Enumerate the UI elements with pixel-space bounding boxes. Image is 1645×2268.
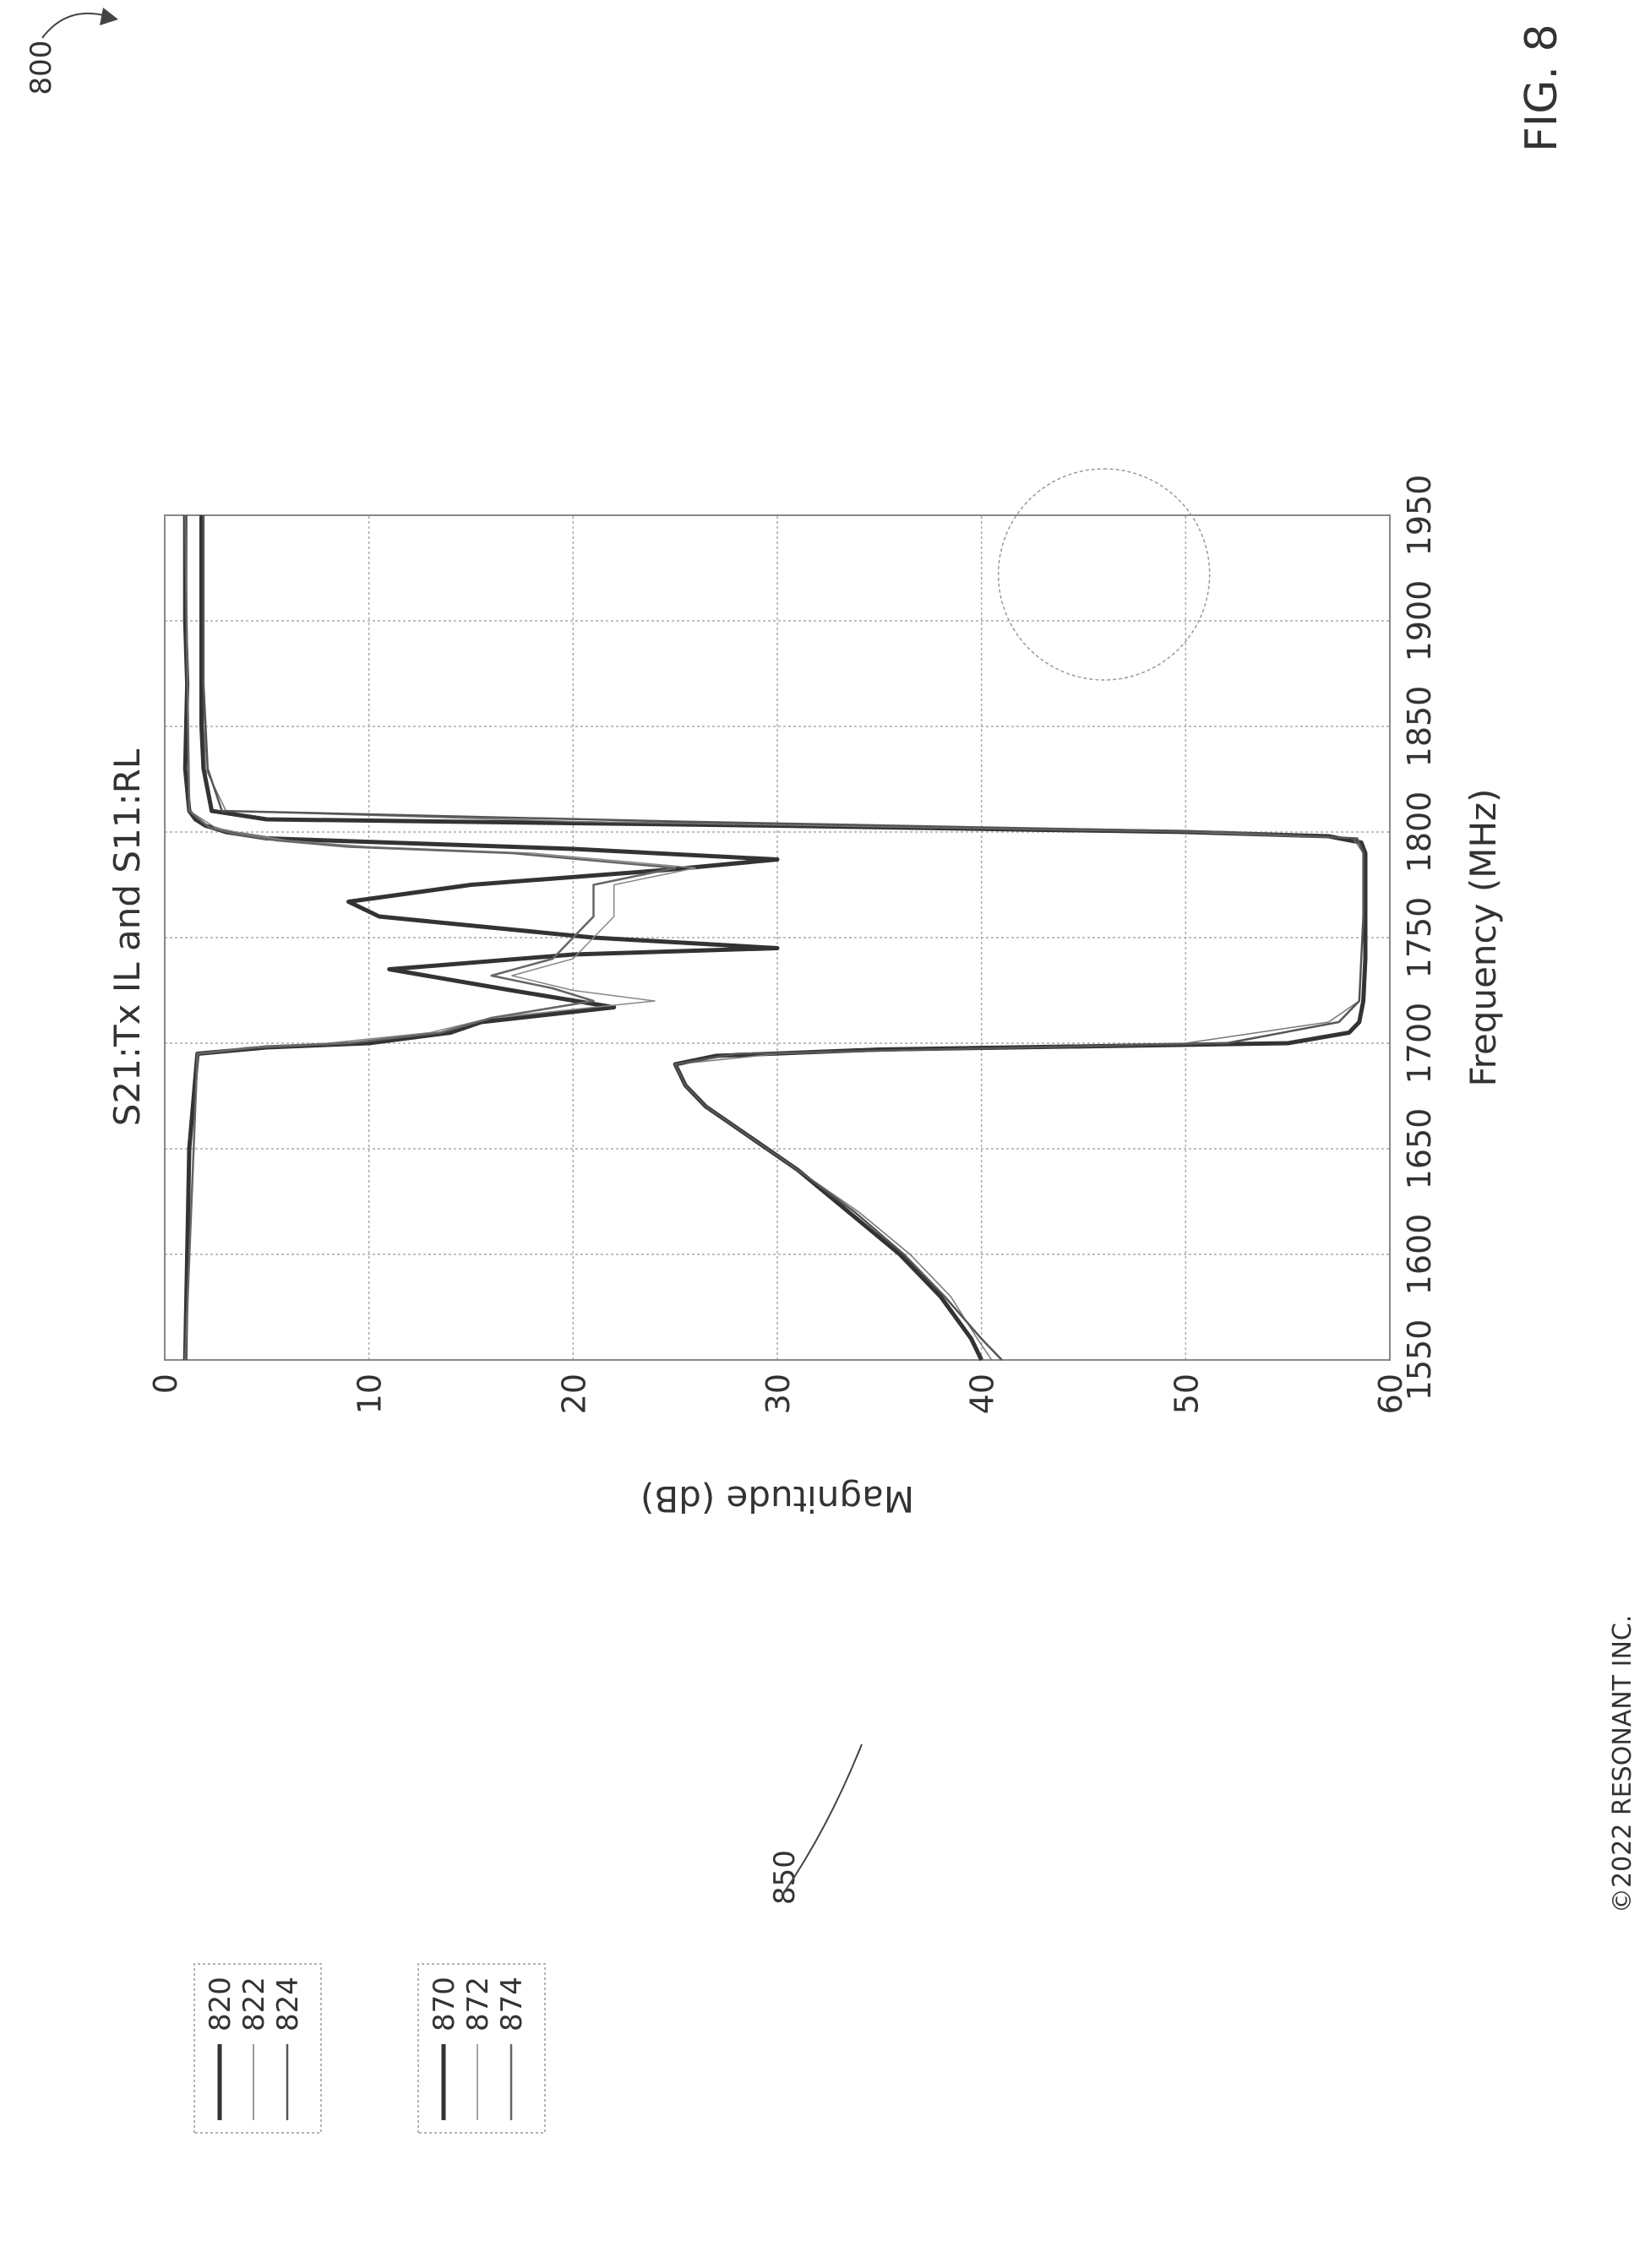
y-tick-label: 60 <box>1372 1373 1409 1414</box>
legend-label-872: 872 <box>461 1977 495 2031</box>
legend-label-874: 874 <box>495 1977 529 2031</box>
callout-circle <box>997 468 1211 681</box>
x-tick-label: 1750 <box>1401 897 1438 979</box>
y-tick-label: 40 <box>964 1373 1001 1414</box>
legend-label-820: 820 <box>204 1977 237 2031</box>
legend-label-870: 870 <box>428 1977 461 2031</box>
y-axis-label: Magnitude (dB) <box>640 1478 914 1520</box>
series-line-874 <box>183 514 677 1361</box>
series-line-822 <box>203 515 1364 1361</box>
figure-ref-arrow <box>41 12 111 39</box>
figure-ref-arrowhead-icon <box>100 8 118 25</box>
legend-label-824: 824 <box>271 1977 305 2031</box>
x-axis-label: Frequency (MHz) <box>1463 789 1504 1087</box>
y-tick-label: 30 <box>760 1373 797 1414</box>
figure-ref: 800 <box>25 8 118 95</box>
x-tick-label: 1700 <box>1401 1003 1438 1085</box>
y-tick-label: 0 <box>147 1373 184 1394</box>
series-line-870 <box>182 515 780 1361</box>
legend-label-822: 822 <box>237 1977 271 2031</box>
x-tick-label: 1550 <box>1401 1319 1438 1401</box>
y-tick-label: 50 <box>1168 1373 1205 1414</box>
y-tick-label: 10 <box>351 1373 389 1414</box>
callout-850: 850 <box>768 1743 863 1905</box>
copyright-notice: ©2022 RESONANT INC. <box>1608 1615 1637 1913</box>
legend-box <box>417 1963 546 2134</box>
callout-label: 850 <box>768 1850 802 1905</box>
x-tick-label: 1950 <box>1401 475 1438 557</box>
chart: 1550 1600 1650 1700 1750 1800 1850 1900 1950 0 10 2… <box>106 468 1504 2134</box>
plot-frame <box>164 514 1391 1361</box>
y-tick-label: 20 <box>555 1373 592 1414</box>
x-tick-label: 1650 <box>1401 1108 1438 1190</box>
chart-title: S21:Tx IL and S11:RL <box>106 748 148 1126</box>
callout-leader-line <box>781 1743 863 1897</box>
figure-ref-number: 800 <box>25 41 58 95</box>
series-line-872 <box>184 514 697 1361</box>
legend-box <box>193 1963 322 2134</box>
x-tick-label: 1800 <box>1401 791 1438 873</box>
x-tick-label: 1900 <box>1401 580 1438 662</box>
x-tick-label: 1850 <box>1401 686 1438 768</box>
x-tick-label: 1600 <box>1401 1214 1438 1296</box>
series-line-824 <box>202 515 1364 1361</box>
figure-caption: FIG. 8 <box>1517 24 1567 152</box>
